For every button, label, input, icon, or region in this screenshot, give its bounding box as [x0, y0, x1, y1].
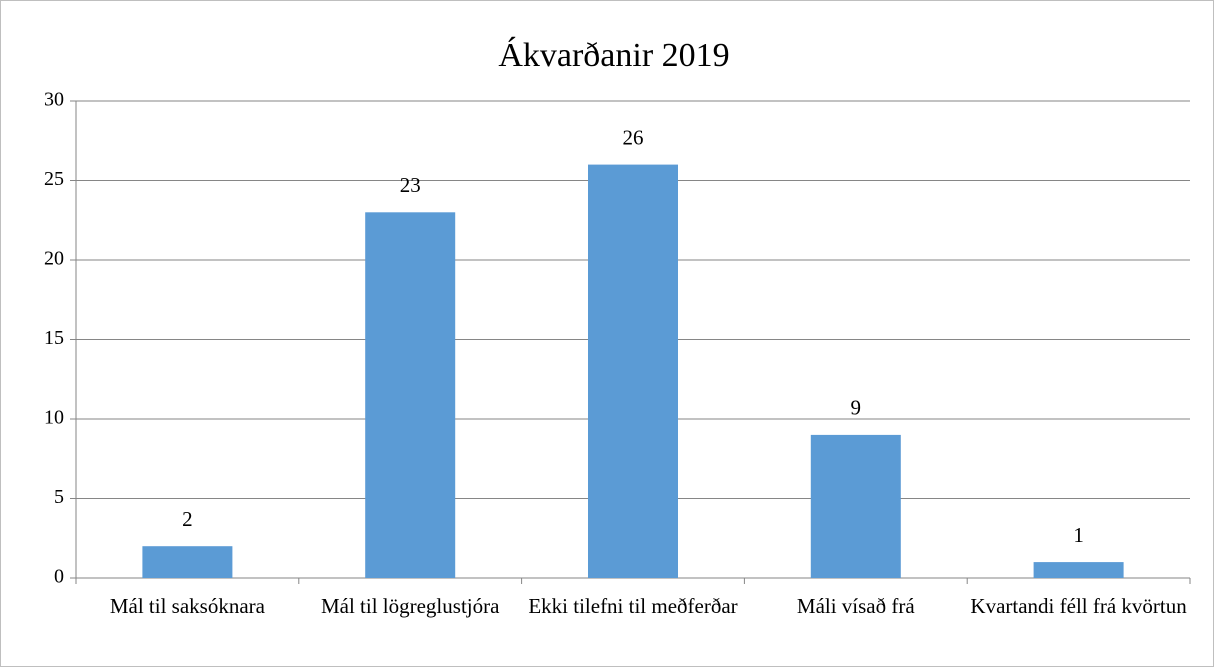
y-tick-label: 15 — [44, 327, 64, 349]
x-tick-label: Kvartandi féll frá kvörtun — [970, 594, 1187, 618]
bar — [1033, 562, 1124, 578]
y-tick-label: 30 — [44, 89, 64, 111]
bar — [142, 546, 233, 578]
y-tick-label: 25 — [44, 168, 64, 190]
y-tick-label: 0 — [54, 566, 64, 588]
data-label: 23 — [400, 173, 421, 197]
bar — [365, 212, 456, 579]
data-label: 26 — [623, 125, 644, 149]
data-label: 2 — [182, 507, 193, 531]
y-tick-label: 5 — [54, 486, 64, 508]
bar — [810, 434, 901, 578]
x-tick-label: Mál til saksóknara — [110, 594, 266, 618]
chart-title: Ákvarðanir 2019 — [498, 37, 729, 74]
data-label: 1 — [1073, 523, 1084, 547]
data-label: 9 — [851, 396, 862, 420]
y-tick-label: 20 — [44, 248, 64, 270]
x-tick-label: Máli vísað frá — [797, 594, 915, 618]
bar — [588, 164, 678, 578]
x-tick-label: Mál til lögreglustjóra — [321, 594, 500, 618]
x-tick-label: Ekki tilefni til meðferðar — [528, 594, 737, 618]
y-tick-label: 10 — [44, 407, 64, 429]
